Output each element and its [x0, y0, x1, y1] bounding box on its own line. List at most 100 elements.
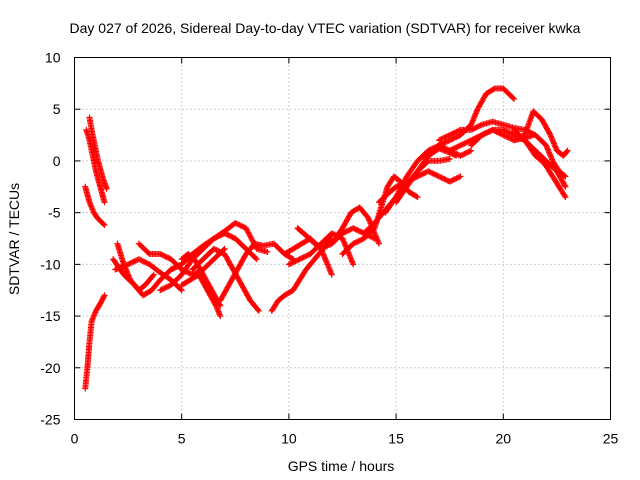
- data-point: [478, 132, 485, 139]
- data-point: [291, 258, 298, 265]
- data-point: [460, 141, 467, 148]
- x-tick-label: 15: [388, 431, 404, 447]
- data-point: [393, 183, 400, 190]
- data-point: [437, 174, 444, 181]
- data-point: [232, 219, 239, 226]
- data-point: [525, 128, 532, 135]
- x-axis-label: GPS time / hours: [288, 458, 395, 474]
- data-point: [442, 139, 449, 146]
- data-point: [170, 265, 177, 272]
- data-point: [500, 132, 507, 139]
- data-layer: [82, 85, 571, 392]
- data-point: [448, 131, 455, 138]
- data-point: [456, 127, 463, 134]
- data-point: [130, 258, 137, 265]
- data-point: [453, 152, 460, 159]
- data-point: [101, 222, 108, 229]
- data-point: [469, 126, 476, 133]
- data-point: [328, 230, 335, 237]
- data-point: [217, 249, 224, 256]
- data-point: [289, 259, 296, 266]
- data-point: [440, 135, 446, 142]
- data-point: [177, 286, 184, 293]
- data-point: [234, 221, 241, 228]
- data-point: [150, 271, 157, 278]
- data-point: [430, 170, 437, 177]
- data-point: [509, 94, 516, 101]
- data-point: [562, 173, 569, 180]
- data-point: [354, 238, 361, 245]
- data-point: [490, 86, 497, 93]
- data-point: [454, 133, 461, 140]
- data-point: [452, 134, 459, 141]
- data-point: [511, 137, 518, 144]
- data-point: [442, 176, 449, 183]
- data-point: [296, 256, 303, 263]
- data-point: [162, 284, 169, 291]
- data-point: [501, 127, 508, 134]
- data-point: [355, 227, 362, 234]
- data-point: [450, 130, 457, 137]
- data-point: [440, 175, 446, 182]
- data-point: [504, 128, 511, 135]
- data-point: [524, 128, 531, 135]
- data-point: [460, 151, 467, 158]
- data-point: [448, 177, 455, 184]
- data-point: [186, 270, 193, 277]
- data-point: [126, 260, 133, 267]
- data-point: [563, 148, 570, 155]
- data-point: [451, 152, 458, 159]
- data-point: [358, 236, 365, 243]
- data-point: [468, 147, 475, 154]
- y-tick-label: -20: [40, 360, 60, 376]
- data-point: [546, 130, 553, 137]
- data-point: [157, 251, 164, 258]
- data-point: [131, 258, 138, 265]
- data-point: [161, 285, 168, 292]
- data-point: [466, 148, 473, 155]
- data-point: [163, 254, 170, 261]
- data-point: [299, 254, 306, 261]
- data-point: [461, 140, 468, 147]
- data-point: [352, 226, 359, 233]
- data-point: [351, 225, 358, 232]
- data-point: [502, 128, 509, 135]
- data-point: [449, 146, 456, 153]
- data-point: [165, 283, 172, 290]
- data-point: [138, 257, 145, 264]
- data-point: [511, 95, 518, 102]
- series-track-n: [217, 240, 297, 304]
- data-point: [441, 176, 448, 183]
- data-point: [239, 223, 245, 230]
- data-point: [172, 264, 178, 271]
- data-point: [433, 172, 440, 179]
- data-point: [470, 125, 477, 132]
- data-point: [454, 128, 461, 135]
- data-point: [449, 130, 456, 137]
- series-track-b: [82, 183, 108, 229]
- data-point: [287, 260, 294, 267]
- data-point: [431, 171, 438, 178]
- y-tick-label: -5: [48, 205, 61, 221]
- data-point: [476, 123, 483, 130]
- data-point: [437, 141, 444, 148]
- series-track-ae: [521, 126, 569, 180]
- data-point: [445, 132, 452, 139]
- data-point: [453, 144, 460, 151]
- data-point: [422, 169, 429, 176]
- y-tick-label: -15: [40, 308, 60, 324]
- y-tick-label: 10: [45, 50, 61, 66]
- data-point: [425, 168, 432, 175]
- data-point: [449, 135, 456, 142]
- data-point: [344, 227, 351, 234]
- data-point: [350, 225, 357, 232]
- data-point: [521, 126, 528, 133]
- data-point: [457, 142, 464, 149]
- data-point: [561, 182, 568, 189]
- data-point: [437, 136, 444, 143]
- data-point: [149, 272, 156, 279]
- data-point: [288, 260, 295, 267]
- series-track-a: [82, 292, 108, 392]
- data-point: [456, 174, 463, 181]
